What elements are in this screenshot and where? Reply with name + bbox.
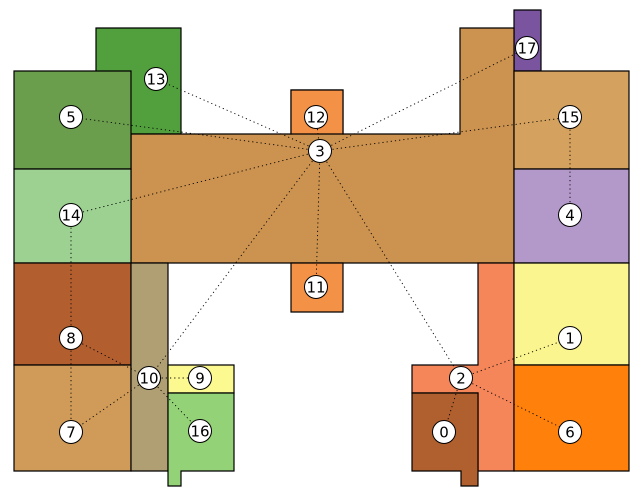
connection-3-11 [315,150,321,288]
room-node-circle [515,36,539,60]
room-node-label: 16 [190,423,209,441]
room-node-label: 14 [61,207,80,225]
connection-3-10 [148,150,321,379]
room-node-label: 7 [66,424,76,442]
room-node-8: 8 [59,326,83,350]
room-node-10: 10 [137,366,161,390]
room-node-0: 0 [432,420,456,444]
room-node-label: 10 [139,370,158,388]
room-6 [513,364,630,472]
room-node-label: 9 [195,370,205,388]
room-node-circle [304,105,328,129]
room-node-circle [558,326,582,350]
room-node-circle [188,366,212,390]
room-node-label: 0 [439,424,449,442]
room-node-label: 1 [565,330,575,348]
room-node-circle [449,366,473,390]
room-node-label: 6 [565,424,575,442]
connection-3-12 [315,116,321,152]
connection-3-14 [70,150,321,216]
room-node-circle [137,366,161,390]
connection-3-15 [319,116,571,152]
room-node-13: 13 [144,67,168,91]
room-node-circle [558,105,582,129]
room-node-label: 15 [560,109,579,127]
room-node-circle [432,420,456,444]
room-node-circle [308,139,332,163]
room-node-label: 2 [456,370,466,388]
room-node-circle [304,275,328,299]
room-layer [13,9,630,487]
connection-2-1 [460,337,571,379]
room-node-9: 9 [188,366,212,390]
room-node-label: 3 [315,143,325,161]
room-node-11: 11 [304,275,328,299]
room-node-6: 6 [558,420,582,444]
connection-3-2 [319,150,462,379]
room-node-circle [558,420,582,444]
connection-3-13 [155,78,321,152]
room-node-1: 1 [558,326,582,350]
room-node-15: 15 [558,105,582,129]
room-node-circle [558,203,582,227]
room-7 [13,364,132,472]
room-node-label: 4 [565,207,575,225]
room-node-circle [59,203,83,227]
room-node-circle [188,419,212,443]
room-node-circle [59,326,83,350]
room-node-label: 13 [146,71,165,89]
room-node-label: 17 [517,40,536,58]
room-node-circle [144,67,168,91]
connection-2-6 [460,377,571,433]
room-node-3: 3 [308,139,332,163]
room-node-5: 5 [59,105,83,129]
room-node-4: 4 [558,203,582,227]
room-node-7: 7 [59,420,83,444]
room-node-17: 17 [515,36,539,60]
room-node-label: 8 [66,330,76,348]
room-node-circle [59,105,83,129]
room-node-12: 12 [304,105,328,129]
room-node-16: 16 [188,419,212,443]
room-node-label: 11 [306,279,325,297]
room-node-2: 2 [449,366,473,390]
room-node-label: 5 [66,109,76,127]
room-node-circle [59,420,83,444]
room-node-label: 12 [306,109,325,127]
connection-3-17 [319,47,528,152]
room-node-14: 14 [59,203,83,227]
